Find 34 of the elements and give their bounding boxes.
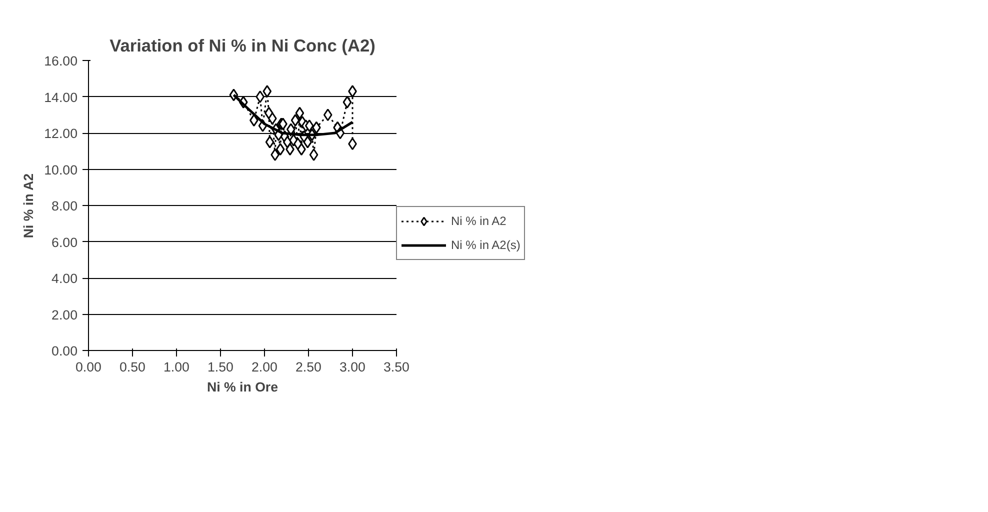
x-tick-label: 1.00 <box>164 360 190 374</box>
point <box>303 136 312 148</box>
y-tick-label: 0.00 <box>52 344 78 358</box>
chart-title: Variation of Ni % in Ni Conc (A2) <box>110 36 376 56</box>
legend-label: Ni % in A2(s) <box>451 238 520 252</box>
x-tick-label: 2.50 <box>296 360 322 374</box>
y-tick-label: 16.00 <box>44 54 78 68</box>
y-tick-label: 2.00 <box>52 307 78 322</box>
y-tick-label: 10.00 <box>44 162 78 178</box>
y-tick-label: 12.00 <box>44 126 78 141</box>
legend-label: Ni % in A2 <box>451 214 506 228</box>
y-tick-label: 14.00 <box>44 90 78 105</box>
point <box>265 136 274 148</box>
y-tick-label: 8.00 <box>52 198 78 214</box>
point <box>270 148 280 161</box>
point <box>256 90 265 103</box>
point <box>309 148 318 161</box>
x-tick-label: 0.00 <box>76 360 102 374</box>
x-tick-label: 0.50 <box>120 360 146 374</box>
point <box>323 108 332 122</box>
x-tick-label: 2.00 <box>252 360 278 374</box>
y-tick-label: 4.00 <box>52 271 78 286</box>
x-tick-label: 1.50 <box>208 360 234 374</box>
x-axis-title: Ni % in Ore <box>206 380 278 394</box>
point <box>342 96 352 108</box>
point <box>262 85 272 98</box>
point <box>276 143 285 156</box>
y-tick-label: 6.00 <box>52 234 78 250</box>
x-tick-label: 3.00 <box>340 360 366 374</box>
y-axis-title: Ni % in A2 <box>21 173 36 238</box>
point <box>304 120 314 132</box>
x-tick-label: 3.50 <box>384 360 410 374</box>
point <box>295 106 304 120</box>
point <box>290 114 300 127</box>
